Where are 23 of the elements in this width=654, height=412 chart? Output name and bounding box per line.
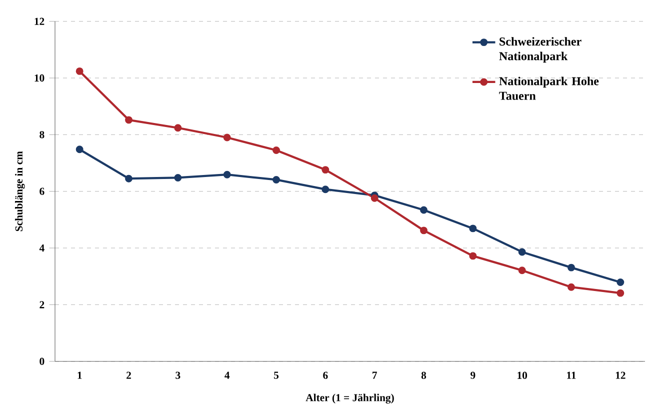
x-tick-label: 5	[274, 372, 279, 379]
y-tick-label: 0	[40, 358, 44, 365]
x-tick-label: 1	[78, 372, 82, 379]
x-tick-label: 10	[518, 372, 528, 379]
y-tick-label: 12	[34, 18, 44, 25]
legend-label: Schweizerischer Nationalpark	[499, 37, 582, 63]
x-tick-label: 3	[176, 372, 180, 379]
y-tick-label: 10	[34, 74, 44, 82]
y-tick-label: 8	[40, 131, 44, 138]
y-tick-label: 4	[39, 244, 44, 252]
x-axis-title: Alter (1 = Jährling)	[306, 394, 394, 404]
x-tick-label: 12	[616, 372, 626, 379]
legend-label: Nationalpark Hohe Tauern	[499, 76, 599, 100]
y-tick-label: 6	[40, 188, 44, 195]
x-tick-label: 8	[421, 372, 426, 379]
x-tick-label: 4	[224, 372, 230, 379]
y-tick-label: 2	[40, 301, 44, 308]
y-axis-title: Schublänge in cm	[15, 151, 25, 232]
x-tick-label: 9	[470, 372, 476, 379]
x-tick-label: 6	[323, 372, 328, 379]
x-tick-label: 11	[567, 372, 576, 379]
x-tick-label: 2	[126, 372, 131, 379]
x-tick-label: 7	[372, 372, 377, 379]
